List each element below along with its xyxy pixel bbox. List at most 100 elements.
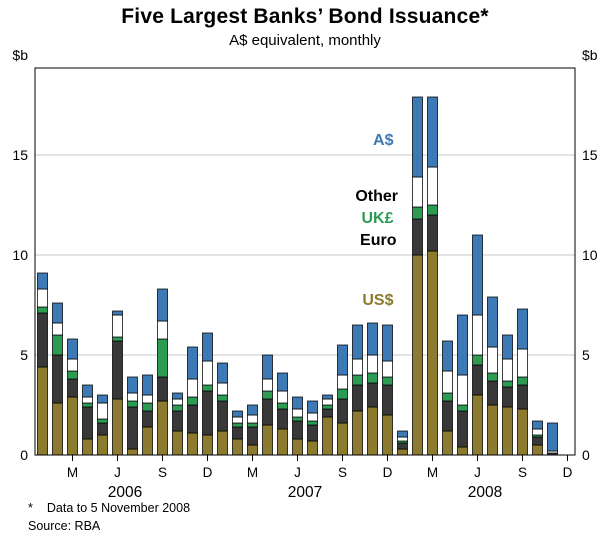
bar-segment	[382, 360, 393, 378]
bar-segment	[127, 400, 138, 408]
bar-segment	[157, 400, 168, 456]
bar-segment	[337, 398, 348, 424]
bar-segment	[457, 374, 468, 406]
bar-segment	[427, 204, 438, 216]
bar-segment	[472, 394, 483, 456]
x-tick-label: J	[474, 465, 481, 480]
bar-segment	[277, 402, 288, 410]
bar-segment	[142, 394, 153, 404]
bar-segment	[292, 438, 303, 456]
bar-segment	[232, 422, 243, 428]
bar-segment	[502, 406, 513, 456]
bar-segment	[307, 420, 318, 426]
bar-segment	[412, 176, 423, 208]
bar-segment	[412, 96, 423, 178]
bar-segment	[37, 306, 48, 314]
plot-border	[34, 67, 576, 456]
bar-segment	[232, 416, 243, 424]
bar-segment	[82, 406, 93, 440]
bar-segment	[337, 388, 348, 400]
bar-segment	[532, 420, 543, 430]
bar-segment	[97, 434, 108, 456]
bar-segment	[262, 354, 273, 380]
bar-segment	[82, 396, 93, 404]
year-label: 2007	[288, 484, 322, 501]
x-tick-label: D	[383, 465, 393, 480]
bar-segment	[112, 398, 123, 456]
footnote-data-note: * Data to 5 November 2008	[28, 501, 190, 515]
bar-segment	[157, 320, 168, 340]
bar-segment	[442, 400, 453, 432]
series-label-other: Other	[355, 188, 398, 205]
bar-segment	[487, 404, 498, 456]
bar-segment	[352, 384, 363, 412]
series-label-euro: Euro	[360, 232, 397, 249]
bar-segment	[382, 376, 393, 386]
bar-segment	[232, 410, 243, 418]
bar-segment	[187, 378, 198, 398]
bar-segment	[292, 408, 303, 418]
bar-segment	[112, 310, 123, 316]
bar-segment	[472, 234, 483, 316]
bar-segment	[517, 408, 528, 456]
y-tick-label-right: 15	[582, 147, 598, 163]
x-tick-label: J	[114, 465, 121, 480]
bar-segment	[52, 334, 63, 356]
bar-segment	[352, 410, 363, 456]
bar-segment	[277, 390, 288, 404]
bar-segment	[112, 314, 123, 338]
bar-segment	[97, 418, 108, 424]
bar-segment	[547, 422, 558, 452]
footnote-text: Data to 5 November 2008	[46, 501, 191, 515]
x-tick-label: D	[203, 465, 213, 480]
x-tick-label: D	[563, 465, 573, 480]
bar-segment	[127, 392, 138, 402]
bar-segment	[397, 448, 408, 456]
bar-segment	[292, 396, 303, 410]
y-tick-label-left: 10	[12, 247, 28, 263]
bar-segment	[457, 404, 468, 412]
bar-segment	[397, 442, 408, 450]
bar-segment	[442, 340, 453, 372]
bar-segment	[127, 376, 138, 394]
bar-segment	[202, 390, 213, 436]
bar-segment	[487, 372, 498, 382]
bar-segment	[487, 346, 498, 374]
chart-subtitle: A$ equivalent, monthly	[229, 32, 381, 49]
bar-segment	[307, 424, 318, 442]
bar-segment	[322, 394, 333, 400]
unit-label-left: $b	[12, 47, 28, 63]
bar-segment	[172, 398, 183, 406]
x-tick-label: S	[518, 465, 527, 480]
x-tick-label: S	[158, 465, 167, 480]
bar-segment	[157, 376, 168, 402]
bar-segment	[202, 332, 213, 362]
bar-segment	[172, 410, 183, 432]
bar-segment	[187, 396, 198, 406]
bar-segment	[157, 288, 168, 322]
bar-segment	[412, 254, 423, 456]
bar-segment	[37, 366, 48, 456]
bar-segment	[442, 430, 453, 456]
bar-segment	[217, 400, 228, 432]
bar-segment	[412, 218, 423, 256]
bar-segment	[427, 96, 438, 168]
bar-segment	[142, 374, 153, 396]
bar-segment	[97, 402, 108, 420]
bar-segment	[157, 338, 168, 378]
bar-segment	[307, 440, 318, 456]
bar-segment	[262, 378, 273, 392]
x-tick-label: M	[427, 465, 438, 480]
bar-segment	[127, 448, 138, 456]
bar-segment	[52, 354, 63, 404]
bar-segment	[487, 296, 498, 348]
bar-segment	[457, 446, 468, 456]
bar-segment	[382, 324, 393, 362]
bar-segment	[262, 398, 273, 426]
bar-segment	[487, 380, 498, 406]
bar-segment	[67, 378, 78, 398]
bar-segment	[397, 430, 408, 438]
bar-segment	[97, 422, 108, 436]
bar-segment	[307, 412, 318, 422]
